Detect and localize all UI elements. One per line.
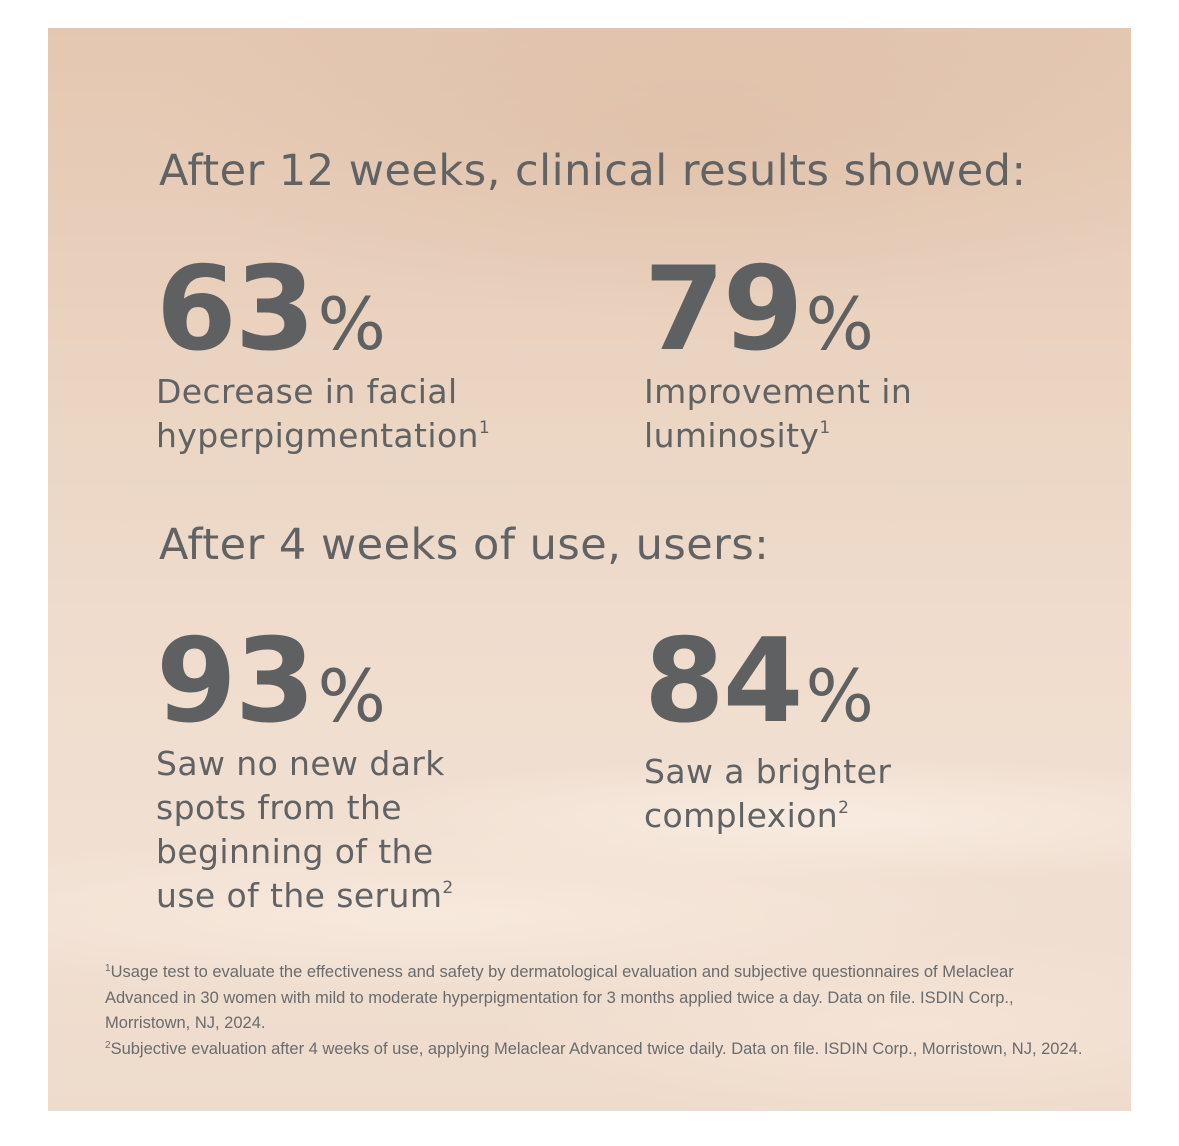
stat-label-line: luminosity: [644, 416, 820, 455]
footnote-marker: 1: [105, 963, 111, 974]
stat-number: 84%: [644, 624, 1024, 740]
stat-label-line: Saw no new dark: [156, 744, 445, 783]
stat-label-line: hyperpigmentation: [156, 416, 479, 455]
footnote-ref: 2: [442, 878, 454, 898]
results-infographic: After 12 weeks, clinical results showed:…: [48, 28, 1131, 1111]
stat-label: Decrease in facial hyperpigmentation1: [156, 370, 576, 458]
footnote-marker: 2: [105, 1039, 111, 1051]
stat-label-line: Improvement in: [644, 372, 913, 411]
stat-label: Improvement in luminosity1: [644, 370, 1064, 458]
stat-label-line: complexion: [644, 796, 839, 835]
stat-hyperpigmentation: 63% Decrease in facial hyperpigmentation…: [156, 252, 576, 458]
stat-brighter-complexion: 84% Saw a brighter complexion2: [644, 624, 1024, 838]
stat-value: 93: [156, 614, 315, 749]
footnote-2: 2Subjective evaluation after 4 weeks of …: [105, 1037, 1085, 1063]
stat-unit: %: [805, 282, 874, 366]
stat-number: 79%: [644, 252, 1064, 368]
footnote-ref: 2: [838, 798, 850, 818]
footnote-ref: 1: [478, 418, 491, 438]
stat-no-new-dark-spots: 93% Saw no new dark spots from the begin…: [156, 624, 516, 918]
stat-label-line: beginning of the: [156, 832, 434, 871]
stat-label: Saw a brighter complexion2: [644, 750, 1024, 838]
footnotes: 1Usage test to evaluate the effectivenes…: [105, 960, 1085, 1062]
footnote-ref: 1: [819, 418, 831, 438]
footnote-text: Subjective evaluation after 4 weeks of u…: [110, 1039, 1083, 1058]
stat-value: 63: [156, 242, 315, 377]
stat-label-line: Decrease in facial: [156, 372, 458, 411]
stat-label-line: use of the serum: [156, 876, 443, 915]
stat-number: 63%: [156, 252, 576, 368]
stat-label-line: spots from the: [156, 788, 402, 827]
stat-value: 79: [644, 242, 803, 377]
stat-unit: %: [805, 654, 874, 738]
footnote-1: 1Usage test to evaluate the effectivenes…: [105, 960, 1085, 1037]
stat-unit: %: [317, 282, 386, 366]
stat-number: 93%: [156, 624, 516, 740]
stat-label-line: Saw a brighter: [644, 752, 892, 791]
clinical-results-heading: After 12 weeks, clinical results showed:: [159, 146, 1027, 196]
stat-value: 84: [644, 614, 803, 749]
stat-label: Saw no new dark spots from the beginning…: [156, 742, 516, 918]
stat-unit: %: [317, 654, 386, 738]
user-results-heading: After 4 weeks of use, users:: [159, 520, 770, 570]
stat-luminosity: 79% Improvement in luminosity1: [644, 252, 1064, 458]
footnote-text: Usage test to evaluate the effectiveness…: [105, 963, 1014, 1032]
